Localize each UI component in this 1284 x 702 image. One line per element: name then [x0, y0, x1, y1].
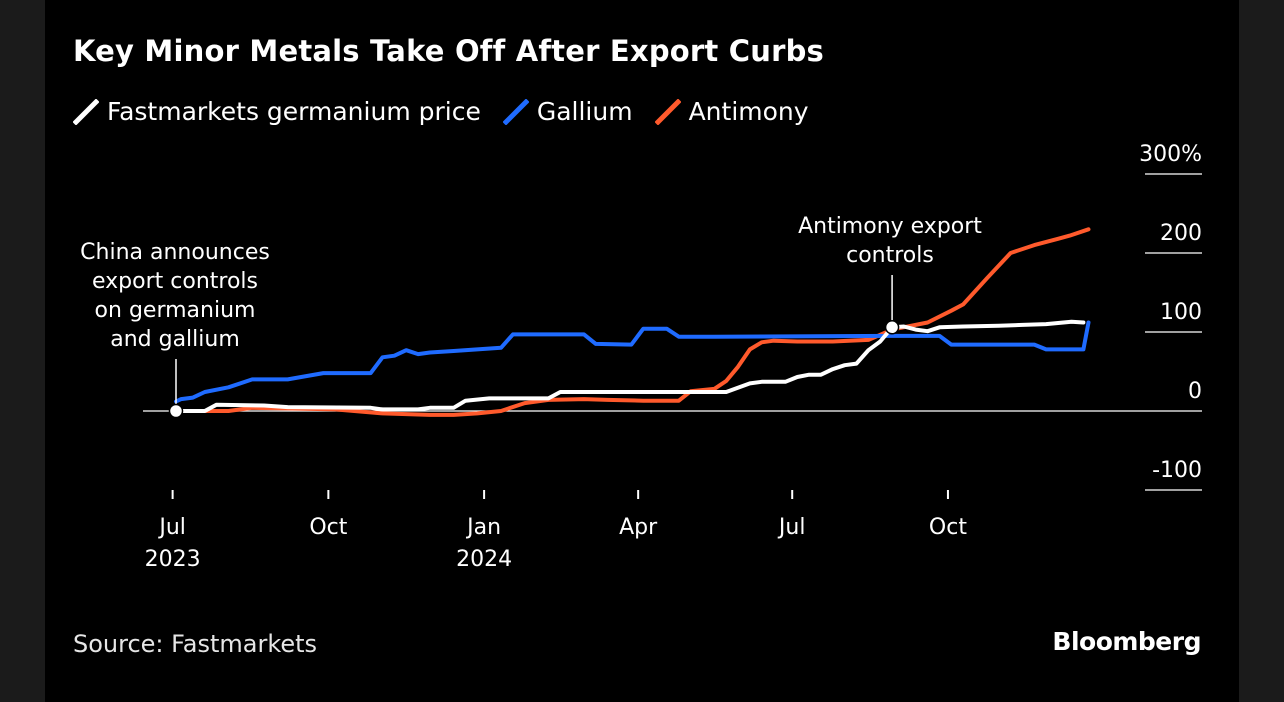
x-tick-label: Jul [777, 515, 806, 540]
x-tick-label: Oct [929, 515, 967, 540]
y-tick-label: 0 [1188, 379, 1202, 404]
brand-logo: Bloomberg [1052, 627, 1201, 656]
annotation-marker [168, 403, 184, 419]
series-line-antimony [174, 227, 1091, 417]
legend-item-gallium: Gallium [502, 97, 633, 126]
y-tick-label: 200 [1160, 221, 1202, 246]
annotation-marker [884, 320, 900, 335]
legend-item-antimony: Antimony [654, 97, 809, 126]
source-note: Source: Fastmarkets [73, 630, 318, 658]
legend-swatch-gallium [502, 98, 529, 125]
annotation-text-antimony-controls: Antimony export [798, 214, 982, 239]
legend-swatch-antimony [654, 98, 681, 125]
y-tick-label: -100 [1152, 458, 1202, 483]
annotation-text-export-controls: and gallium [110, 327, 240, 352]
series-line-gallium [174, 320, 1091, 404]
legend-label-germanium: Fastmarkets germanium price [107, 97, 481, 126]
x-tick-label: Apr [619, 515, 658, 540]
x-tick-sublabel: 2023 [145, 547, 201, 572]
annotation-text-export-controls: export controls [92, 269, 258, 294]
x-tick-label: Oct [309, 515, 347, 540]
x-tick-label: Jul [157, 515, 186, 540]
annotation-text-antimony-controls: controls [846, 243, 934, 268]
y-tick-label: 300% [1139, 142, 1202, 167]
x-tick-sublabel: 2024 [456, 547, 512, 572]
legend-item-germanium: Fastmarkets germanium price [73, 97, 481, 126]
legend-swatch-germanium [73, 98, 99, 125]
legend: Fastmarkets germanium price Gallium Anti… [73, 97, 831, 126]
annotation-text-export-controls: on germanium [95, 298, 256, 323]
annotation-text-export-controls: China announces [80, 240, 270, 265]
legend-label-gallium: Gallium [536, 97, 633, 126]
chart-title: Key Minor Metals Take Off After Export C… [73, 34, 825, 68]
x-tick-label: Jan [465, 515, 501, 540]
y-tick-label: 100 [1160, 300, 1202, 325]
line-chart: 300% 200 100 0 -100 Jul 2023 Oct Jan 2024 Apr Jul Oc… [80, 142, 1202, 572]
legend-label-antimony: Antimony [688, 97, 809, 126]
series-line-germanium [174, 319, 1086, 413]
chart-panel: Key Minor Metals Take Off After Export C… [45, 0, 1239, 702]
